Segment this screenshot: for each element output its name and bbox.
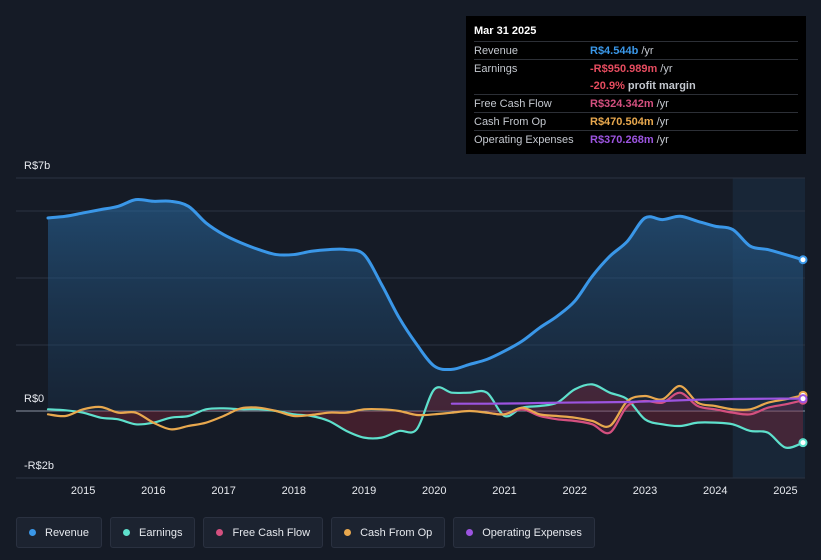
- x-tick-label: 2016: [141, 485, 166, 497]
- legend-label: Earnings: [139, 526, 183, 539]
- tooltip-value: R$370.268m: [590, 133, 654, 146]
- legend-item-operating-expenses[interactable]: Operating Expenses: [453, 517, 595, 548]
- tooltip-label: Revenue: [474, 44, 519, 57]
- line-cash-from-op: [46, 384, 805, 431]
- legend-dot-icon: [466, 529, 474, 536]
- line-earnings: [46, 383, 805, 450]
- tooltip-label: Free Cash Flow: [474, 97, 552, 110]
- line-operating-expenses: [450, 397, 805, 405]
- marker-revenue: [798, 255, 808, 265]
- x-tick-label: 2022: [562, 485, 587, 497]
- legend-item-cash-from-op[interactable]: Cash From Op: [331, 517, 446, 548]
- tooltip-panel: Mar 31 2025 Revenue R$4.544b /yr Earning…: [466, 16, 806, 154]
- x-tick-label: 2021: [492, 485, 517, 497]
- marker-operating-expenses: [798, 394, 808, 404]
- y-tick-label-zero: R$0: [24, 393, 45, 405]
- legend-label: Cash From Op: [360, 526, 433, 539]
- tooltip-value: R$4.544b: [590, 44, 639, 57]
- tooltip-label: Earnings: [474, 62, 518, 75]
- tooltip-unit: /yr: [656, 133, 669, 146]
- line-revenue: [46, 197, 805, 372]
- tooltip-row-operating-expenses: Operating Expenses R$370.268m /yr: [474, 131, 798, 148]
- x-tick-label: 2020: [422, 485, 447, 497]
- legend-label: Revenue: [45, 526, 90, 539]
- tooltip-label: Cash From Op: [474, 115, 547, 128]
- x-tick-label: 2025: [773, 485, 798, 497]
- tooltip-unit: /yr: [660, 62, 673, 75]
- tooltip-row-profit-margin: -20.9% profit margin: [474, 77, 798, 95]
- tooltip-label: Operating Expenses: [474, 133, 574, 146]
- area-earnings: [48, 384, 803, 448]
- tooltip-unit: /yr: [641, 44, 654, 57]
- tooltip-unit: /yr: [656, 115, 669, 128]
- x-tick-label: 2015: [70, 485, 96, 497]
- legend-item-earnings[interactable]: Earnings: [110, 517, 196, 548]
- x-tick-label: 2017: [211, 485, 236, 497]
- tooltip-row-free-cash-flow: Free Cash Flow R$324.342m /yr: [474, 95, 798, 113]
- legend-label: Operating Expenses: [482, 526, 582, 539]
- legend-item-free-cash-flow[interactable]: Free Cash Flow: [203, 517, 324, 548]
- y-tick-label-top: R$7b: [24, 160, 51, 172]
- legend-dot-icon: [344, 529, 352, 536]
- legend: Revenue Earnings Free Cash Flow Cash Fro…: [16, 517, 595, 548]
- x-tick-label: 2018: [281, 485, 307, 497]
- tooltip-row-revenue: Revenue R$4.544b /yr: [474, 42, 798, 60]
- tooltip-row-cash-from-op: Cash From Op R$470.504m /yr: [474, 113, 798, 131]
- tooltip-date: Mar 31 2025: [474, 23, 798, 42]
- area-revenue: [48, 199, 803, 411]
- tooltip-value: R$324.342m: [590, 97, 654, 110]
- x-tick-label: 2023: [632, 485, 658, 497]
- marker-earnings: [798, 438, 808, 448]
- legend-label: Free Cash Flow: [232, 526, 311, 539]
- x-tick-label: 2024: [702, 485, 728, 497]
- tooltip-unit: profit margin: [627, 79, 696, 92]
- legend-dot-icon: [29, 529, 36, 536]
- legend-dot-icon: [123, 529, 131, 536]
- y-tick-label-bottom: -R$2b: [24, 460, 54, 472]
- tooltip-value: R$470.504m: [590, 115, 654, 128]
- tooltip-unit: /yr: [656, 97, 669, 110]
- x-tick-label: 2019: [351, 485, 377, 497]
- legend-item-revenue[interactable]: Revenue: [16, 517, 103, 548]
- tooltip-value: -R$950.989m: [590, 62, 658, 75]
- legend-dot-icon: [216, 529, 224, 536]
- tooltip-value: -20.9%: [590, 79, 625, 92]
- tooltip-row-earnings: Earnings -R$950.989m /yr: [474, 60, 798, 77]
